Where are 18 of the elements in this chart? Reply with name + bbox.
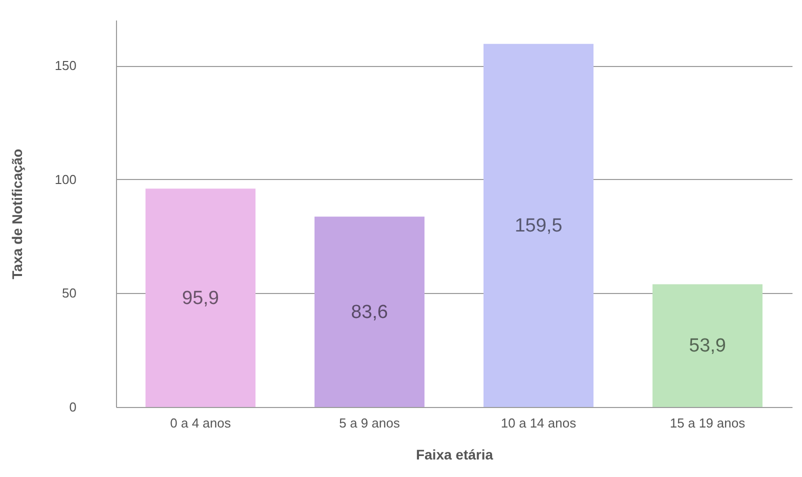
bar xyxy=(146,188,256,407)
data-label: 95,9 xyxy=(182,288,219,309)
bar xyxy=(484,44,594,407)
x-tick-label: 5 a 9 anos xyxy=(339,416,400,430)
y-tick-label: 100 xyxy=(54,172,76,187)
x-tick-label: 0 a 4 anos xyxy=(170,416,232,430)
bar xyxy=(652,284,762,407)
y-tick-label: 50 xyxy=(62,286,76,301)
data-label: 159,5 xyxy=(514,215,562,236)
y-tick-label: 150 xyxy=(54,58,76,74)
y-axis-title: Taxa de Notificação xyxy=(8,148,25,280)
bar xyxy=(314,216,424,407)
x-axis-title: Faixa etária xyxy=(416,446,494,462)
x-tick-label: 10 a 14 anos xyxy=(500,416,577,430)
data-label: 53,9 xyxy=(689,336,726,357)
data-label: 83,6 xyxy=(351,302,388,323)
x-tick-label: 15 a 19 anos xyxy=(670,416,746,430)
y-tick-label: 0 xyxy=(69,400,76,414)
